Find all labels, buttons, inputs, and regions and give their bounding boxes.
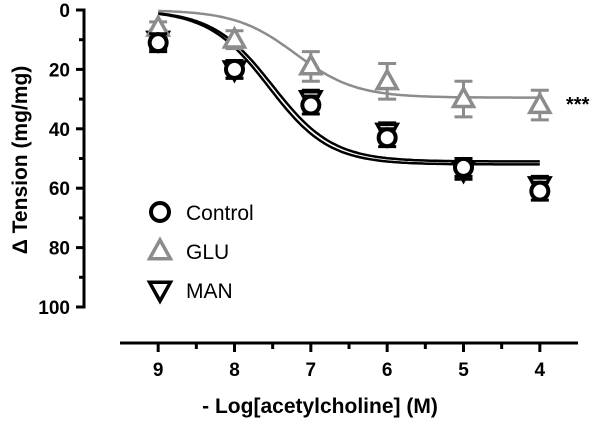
legend-label-glu: GLU [186, 241, 229, 264]
data-markers [145, 13, 553, 202]
data-point-control [300, 94, 322, 116]
data-point-control [453, 156, 474, 178]
fit-curve-man [158, 12, 540, 166]
fit-curves [158, 9, 540, 166]
x-axis-title: - Log[acetylcholine] (M) [202, 395, 438, 418]
significance-annotation: *** [566, 94, 590, 116]
y-tick-label: 0 [59, 1, 70, 22]
x-tick-label: 7 [306, 360, 317, 381]
x-axis-ticks: 9 8 7 6 5 4 [153, 343, 546, 381]
data-point-glu [297, 52, 324, 76]
y-tick-label: 100 [38, 298, 70, 319]
legend-marker-man [146, 280, 174, 305]
y-tick-label: 60 [49, 179, 70, 200]
legend-label-man: MAN [186, 280, 233, 303]
data-point-glu [374, 67, 401, 91]
data-point-control [147, 32, 169, 54]
x-tick-label: 8 [229, 360, 240, 381]
data-point-glu [526, 90, 553, 115]
legend-marker-glu [146, 236, 174, 261]
data-point-glu [450, 85, 477, 109]
data-point-control [376, 127, 398, 149]
annotations: *** [566, 94, 590, 116]
legend-label-control: Control [186, 202, 254, 225]
x-tick-label: 4 [535, 360, 546, 381]
legend: Control GLU MAN [146, 201, 254, 305]
data-point-glu [221, 25, 248, 49]
fit-curve-glu [158, 9, 540, 99]
x-tick-label: 9 [153, 360, 164, 381]
y-tick-label: 20 [49, 60, 70, 81]
y-axis-title: Δ Tension (mg/mg) [9, 66, 32, 255]
x-tick-label: 6 [382, 360, 393, 381]
data-point-control [224, 58, 245, 80]
x-tick-label: 5 [458, 360, 469, 381]
fit-curve-control [158, 12, 540, 163]
y-tick-label: 80 [49, 239, 70, 260]
y-tick-label: 40 [49, 120, 70, 141]
data-point-control [529, 180, 551, 202]
legend-marker-control [149, 201, 171, 223]
y-axis-ticks: 0 20 40 60 80 100 [38, 1, 84, 319]
